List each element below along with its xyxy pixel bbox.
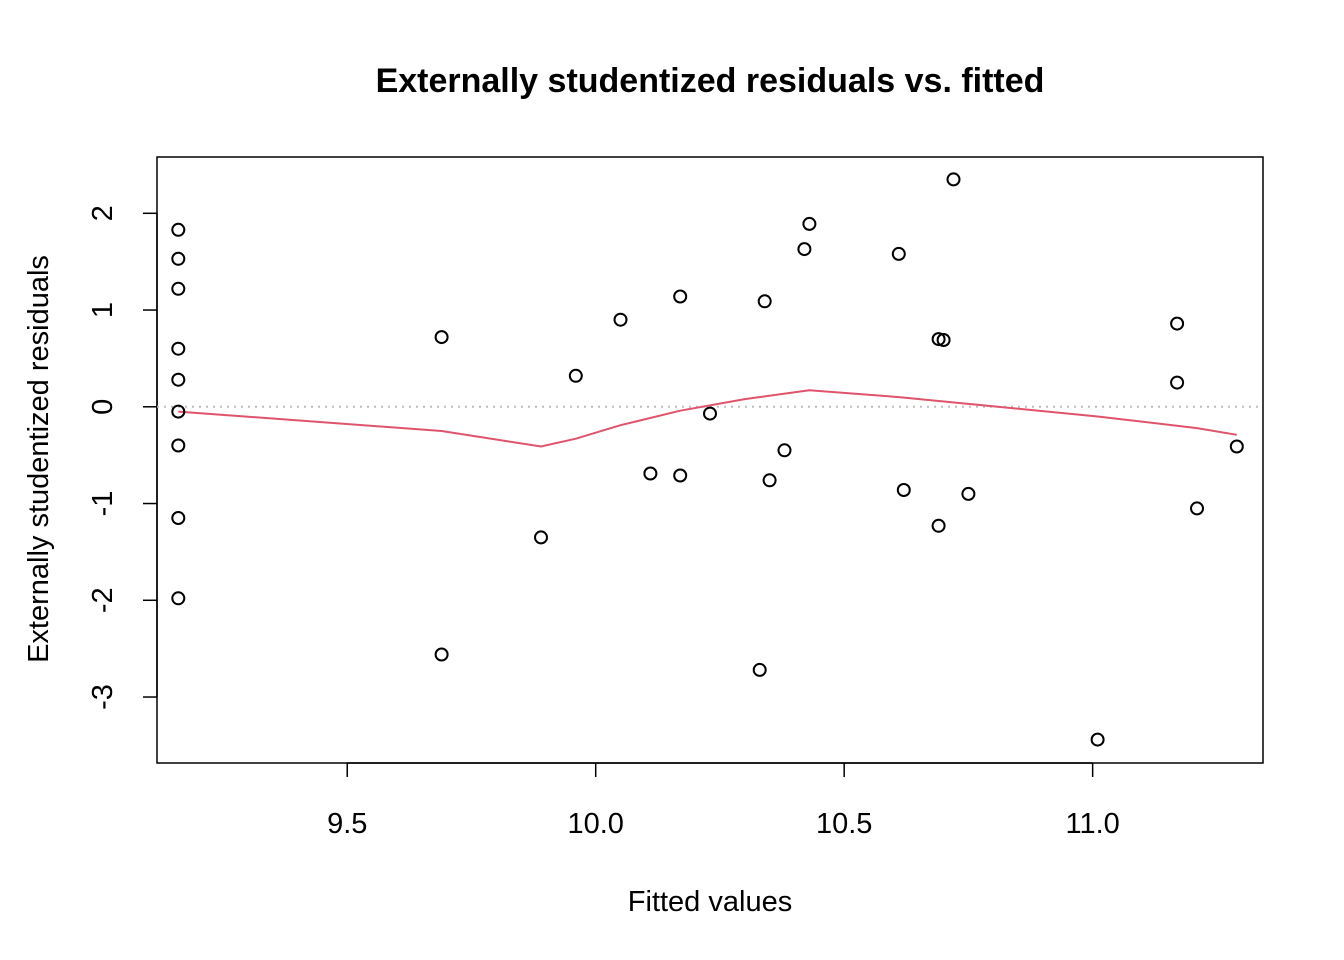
x-tick-label: 9.5 [327, 808, 367, 840]
data-point [673, 468, 688, 483]
data-point [896, 483, 911, 497]
data-point [568, 368, 583, 383]
data-point [757, 294, 772, 309]
data-point [171, 222, 186, 237]
data-point [1229, 439, 1244, 454]
data-point [171, 251, 186, 266]
y-tick-label: -1 [87, 491, 119, 517]
points-layer [171, 172, 1244, 747]
x-tick-label: 10.0 [567, 808, 623, 840]
x-tick-label: 10.5 [816, 808, 872, 840]
data-point [1190, 501, 1204, 516]
data-point [1170, 316, 1185, 331]
y-tick-label: 2 [87, 205, 119, 221]
smooth-line-layer [178, 389, 1237, 448]
data-point [961, 486, 976, 501]
data-point [171, 341, 186, 356]
x-axis-label: Fitted values [628, 886, 792, 918]
x-axis: 9.5 10.0 10.5 11.0 [327, 762, 1120, 840]
data-point [931, 332, 946, 347]
data-point [891, 246, 906, 261]
data-point [931, 518, 946, 533]
data-point [797, 242, 812, 257]
y-tick-label: -2 [87, 587, 119, 613]
data-point [171, 438, 186, 453]
data-point [802, 216, 817, 231]
data-point [1170, 375, 1185, 390]
data-point [171, 404, 186, 419]
chart-title: Externally studentized residuals vs. fit… [376, 62, 1045, 100]
plot-frame [156, 156, 1264, 764]
y-axis-label: Externally studentized residuals [23, 255, 55, 663]
data-point [777, 443, 792, 458]
data-point [762, 473, 777, 488]
data-point [434, 330, 449, 345]
data-point [171, 591, 186, 606]
data-point [946, 172, 961, 187]
x-tick-label: 11.0 [1065, 808, 1119, 840]
smooth-line [178, 389, 1237, 448]
data-point [534, 530, 548, 545]
data-point [171, 281, 186, 296]
y-tick-label: -3 [87, 684, 119, 710]
y-axis: -3 -2 -1 0 1 2 [87, 205, 158, 710]
data-point [171, 372, 186, 387]
data-point [673, 289, 688, 304]
data-point [171, 511, 186, 525]
y-tick-label: 1 [87, 302, 119, 318]
data-point [434, 647, 449, 662]
data-point [643, 466, 658, 481]
data-point [703, 406, 717, 421]
data-point [752, 662, 767, 677]
data-point [936, 333, 951, 347]
data-point [1090, 732, 1105, 747]
y-tick-label: 0 [87, 399, 119, 415]
data-point [613, 312, 628, 327]
